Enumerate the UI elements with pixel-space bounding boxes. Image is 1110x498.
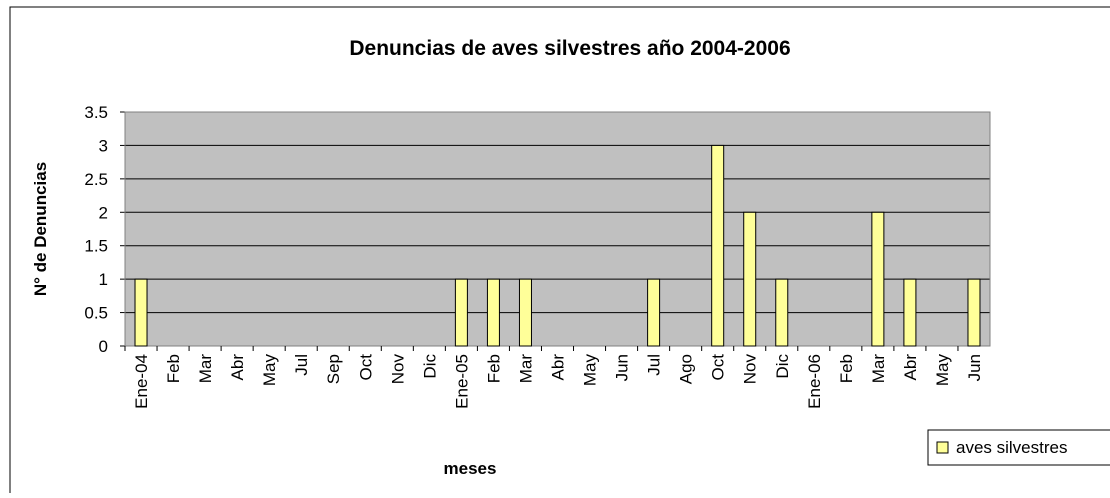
y-tick-label: 2.5 [84, 170, 108, 189]
bar [134, 278, 148, 347]
x-tick-label: Jun [965, 354, 984, 381]
x-tick-label: May [260, 354, 279, 387]
x-tick-label: Mar [516, 354, 535, 384]
bar [454, 278, 468, 347]
x-tick-label: Abr [549, 354, 568, 381]
x-tick-label: Jul [645, 354, 664, 376]
legend-box [927, 429, 1110, 466]
x-tick-label: Abr [228, 354, 247, 381]
x-tick-label: Dic [773, 354, 792, 379]
x-tick-label: Nov [741, 354, 760, 385]
bar [871, 211, 885, 347]
x-tick-label: Ago [677, 354, 696, 384]
x-tick-label: Feb [164, 354, 183, 383]
x-tick-label: Dic [420, 354, 439, 379]
plot-area [125, 112, 990, 346]
y-tick-label: 3 [99, 136, 108, 155]
y-tick-label: 0 [99, 337, 108, 356]
legend-swatch [936, 441, 949, 454]
y-tick-label: 3.5 [84, 103, 108, 122]
x-tick-label: Jul [292, 354, 311, 376]
x-tick-label: Mar [869, 354, 888, 384]
chart-title: Denuncias de aves silvestres año 2004-20… [349, 37, 790, 60]
bar [743, 211, 757, 347]
bar [647, 278, 661, 347]
x-tick-label: Sep [324, 354, 343, 384]
plot-border [124, 111, 991, 347]
x-axis-label: meses [444, 459, 497, 478]
x-tick-label: Oct [356, 354, 375, 381]
bar [711, 144, 725, 347]
x-tick-label: Oct [709, 354, 728, 381]
y-axis-label: N° de Denuncias [31, 162, 50, 296]
x-tick-label: Ene-05 [452, 354, 471, 409]
x-tick-label: May [581, 354, 600, 387]
x-tick-label: May [933, 354, 952, 387]
x-tick-label: Jun [613, 354, 632, 381]
y-tick-label: 1 [99, 270, 108, 289]
bar [775, 278, 789, 347]
x-tick-label: Abr [901, 354, 920, 381]
x-tick-label: Feb [837, 354, 856, 383]
bar [518, 278, 532, 347]
x-tick-label: Ene-06 [805, 354, 824, 409]
x-tick-label: Mar [196, 354, 215, 384]
x-tick-label: Feb [484, 354, 503, 383]
bar [903, 278, 917, 347]
y-tick-label: 1.5 [84, 237, 108, 256]
x-tick-label: Nov [388, 354, 407, 385]
bar [967, 278, 981, 347]
y-tick-label: 2 [99, 203, 108, 222]
bar [486, 278, 500, 347]
x-tick-label: Ene-04 [132, 354, 151, 409]
y-tick-label: 0.5 [84, 304, 108, 323]
legend-label: aves silvestres [956, 438, 1067, 457]
